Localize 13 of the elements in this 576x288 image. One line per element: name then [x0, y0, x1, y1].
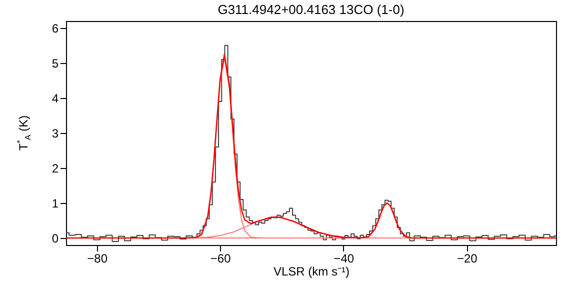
x-tick-label: −20	[456, 252, 478, 266]
y-tick-label: 5	[52, 56, 59, 70]
x-tick-label: −60	[210, 252, 232, 266]
y-tick-label: 2	[52, 162, 59, 176]
x-tick-label: −40	[334, 252, 354, 266]
chart-title: G311.4942+00.4163 13CO (1-0)	[218, 2, 404, 17]
x-tick-label: −80	[87, 252, 108, 266]
y-tick-label: 1	[52, 196, 59, 210]
y-tick-label: 0	[52, 232, 59, 246]
y-tick-label: 6	[52, 22, 59, 36]
x-axis-title: VLSR (km s⁻¹)	[274, 264, 350, 278]
y-tick-label: 3	[52, 126, 59, 140]
y-tick-label: 4	[52, 92, 59, 106]
